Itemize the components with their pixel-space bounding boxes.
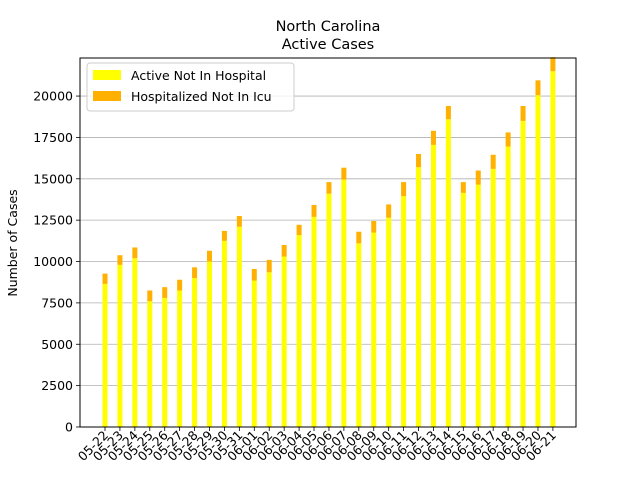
chart-title: North Carolina xyxy=(276,19,381,35)
bar-hospitalized-not-in-icu xyxy=(177,279,183,291)
bar-hospitalized-not-in-icu xyxy=(535,80,541,96)
bar-active-not-in-hospital xyxy=(192,278,198,427)
legend-frame xyxy=(86,62,295,112)
y-tick-label: 7500 xyxy=(41,295,73,310)
bar-hospitalized-not-in-icu xyxy=(281,244,287,257)
bar-hospitalized-not-in-icu xyxy=(490,154,496,169)
bar-active-not-in-hospital xyxy=(520,120,526,428)
bar-active-not-in-hospital xyxy=(550,71,556,427)
legend-label-active: Active Not In Hospital xyxy=(131,68,266,83)
legend-label-hospitalized: Hospitalized Not In Icu xyxy=(131,89,272,104)
bar-active-not-in-hospital xyxy=(460,192,466,427)
y-tick-label: 2500 xyxy=(41,378,73,393)
bar-active-not-in-hospital xyxy=(445,119,451,427)
bar-hospitalized-not-in-icu xyxy=(386,204,392,218)
bar-hospitalized-not-in-icu xyxy=(162,287,168,298)
chart-subtitle: Active Cases xyxy=(282,37,375,53)
bar-active-not-in-hospital xyxy=(236,226,242,427)
y-tick-label: 5000 xyxy=(41,337,73,352)
bar-hospitalized-not-in-icu xyxy=(296,224,302,236)
bar-active-not-in-hospital xyxy=(296,235,302,427)
bar-active-not-in-hospital xyxy=(371,232,377,427)
plot-frame xyxy=(79,57,577,428)
bar-active-not-in-hospital xyxy=(221,240,227,427)
bar-hospitalized-not-in-icu xyxy=(460,182,466,193)
legend: Active Not In Hospital Hospitalized Not … xyxy=(86,62,295,112)
bar-active-not-in-hospital xyxy=(341,179,347,427)
bar-active-not-in-hospital xyxy=(147,301,153,427)
legend-swatch-active xyxy=(93,70,121,80)
bar-active-not-in-hospital xyxy=(281,256,287,427)
bar-active-not-in-hospital xyxy=(401,196,407,427)
bar-hospitalized-not-in-icu xyxy=(550,57,556,72)
bar-active-not-in-hospital xyxy=(475,184,481,427)
bar-hospitalized-not-in-icu xyxy=(416,153,422,168)
y-axis-label: Number of Cases xyxy=(5,189,20,296)
bar-hospitalized-not-in-icu xyxy=(356,231,362,244)
legend-swatch-hospitalized xyxy=(93,91,121,101)
bar-active-not-in-hospital xyxy=(132,258,138,427)
bar-hospitalized-not-in-icu xyxy=(117,255,123,265)
bar-hospitalized-not-in-icu xyxy=(505,132,511,147)
bar-active-not-in-hospital xyxy=(207,261,213,427)
bar-active-not-in-hospital xyxy=(266,272,272,427)
y-tick-label: 20000 xyxy=(33,89,73,104)
bar-active-not-in-hospital xyxy=(416,167,422,428)
bar-active-not-in-hospital xyxy=(162,297,168,427)
bar-hospitalized-not-in-icu xyxy=(475,170,481,185)
bar-hospitalized-not-in-icu xyxy=(221,230,227,241)
bar-active-not-in-hospital xyxy=(535,95,541,427)
bar-active-not-in-hospital xyxy=(326,193,332,427)
bar-active-not-in-hospital xyxy=(356,243,362,427)
bar-hospitalized-not-in-icu xyxy=(520,105,526,121)
bar-active-not-in-hospital xyxy=(102,283,108,427)
bar-active-not-in-hospital xyxy=(430,144,436,427)
bar-active-not-in-hospital xyxy=(490,168,496,427)
bar-hospitalized-not-in-icu xyxy=(102,273,108,284)
y-tick-label: 17500 xyxy=(33,130,73,145)
bar-hospitalized-not-in-icu xyxy=(445,105,451,120)
bar-layer xyxy=(102,57,556,428)
bar-active-not-in-hospital xyxy=(311,216,317,427)
bar-hospitalized-not-in-icu xyxy=(266,259,272,273)
bar-hospitalized-not-in-icu xyxy=(251,268,257,281)
bar-hospitalized-not-in-icu xyxy=(326,182,332,194)
bar-hospitalized-not-in-icu xyxy=(341,167,347,180)
bar-hospitalized-not-in-icu xyxy=(430,130,436,145)
bar-hospitalized-not-in-icu xyxy=(132,247,138,259)
y-tick-label: 0 xyxy=(65,420,73,435)
bar-hospitalized-not-in-icu xyxy=(311,204,317,217)
y-tick-label: 12500 xyxy=(33,213,73,228)
bar-active-not-in-hospital xyxy=(117,264,123,427)
bar-active-not-in-hospital xyxy=(505,146,511,427)
bar-hospitalized-not-in-icu xyxy=(207,250,213,262)
bar-active-not-in-hospital xyxy=(386,217,392,427)
bar-hospitalized-not-in-icu xyxy=(236,216,242,227)
bar-hospitalized-not-in-icu xyxy=(401,182,407,197)
bar-active-not-in-hospital xyxy=(177,290,183,427)
bar-hospitalized-not-in-icu xyxy=(371,220,377,233)
y-tick-label: 10000 xyxy=(33,254,73,269)
bar-hospitalized-not-in-icu xyxy=(147,290,153,302)
bar-hospitalized-not-in-icu xyxy=(192,267,198,279)
bar-active-not-in-hospital xyxy=(251,280,257,427)
y-tick-label: 15000 xyxy=(33,171,73,186)
